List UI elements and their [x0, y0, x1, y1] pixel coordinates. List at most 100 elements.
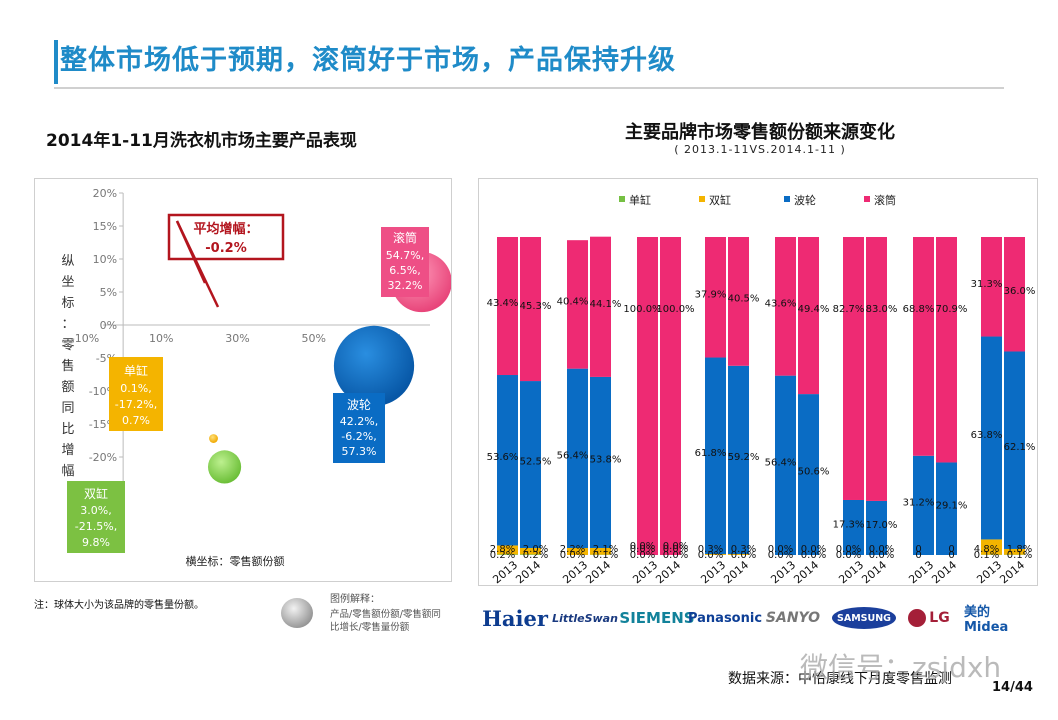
bar-value-label: 0.0% [731, 550, 756, 561]
bar-segment-twin [1004, 548, 1025, 555]
bar-segment-pulsator [1004, 351, 1025, 549]
bar-value-label: 0.0% [836, 550, 861, 561]
label-single: 单缸 0.1%, -17.2%, 0.7% [109, 357, 163, 431]
year-label: 2013 [490, 558, 520, 585]
y-label-char: 幅 [61, 464, 74, 479]
bar-segment-drum [520, 237, 541, 382]
page-number: 14/44 [992, 680, 1033, 695]
average-callout: 平均增幅： -0.2% [167, 213, 285, 308]
label-single-name: 单缸 [124, 363, 148, 378]
bar-segment-drum [981, 237, 1002, 337]
data-source: 数据来源：中怡康线下月度零售监测 [728, 671, 952, 687]
x-tick-label: 50% [302, 332, 326, 345]
legend-swatch [864, 196, 870, 202]
bar-segment-pulsator [705, 357, 726, 555]
bar-segment-twin [981, 539, 1002, 555]
legend-label: 单缸 [629, 193, 651, 207]
bar-value-label: 2.8% [490, 544, 515, 555]
year-label: 2013 [560, 558, 590, 585]
year-label: 2013 [768, 558, 798, 585]
label-drum-line1: 54.7%, [386, 249, 424, 262]
bar-value-label: 43.6% [765, 298, 797, 309]
bubble-chart-panel: 20%15%10%5%0%-5%-10%-15%-20%-25%-30%-10%… [34, 178, 452, 582]
bar-segment-single [497, 554, 518, 555]
y-tick-label: 5% [100, 286, 117, 299]
label-twin-line1: 3.0%, [80, 504, 111, 517]
bar-segment-pulsator [981, 336, 1002, 540]
bar-value-label: 0.0% [663, 544, 688, 555]
bubble-chart-title: 2014年1-11月洗衣机市场主要产品表现 [46, 131, 357, 151]
logo-littleswan: LittleSwan [552, 611, 618, 625]
bar-value-label: 0.1% [1007, 550, 1032, 561]
legend-ball-icon [281, 598, 313, 628]
label-pulsator-line3: 57.3% [342, 445, 377, 458]
year-label: 2014 [929, 558, 959, 585]
bar-value-label: 0.0% [801, 544, 826, 555]
label-twin-name: 双缸 [84, 486, 108, 501]
bar-value-label: 0 [948, 544, 954, 555]
bar-segment-pulsator [520, 381, 541, 549]
bar-segment-pulsator [567, 368, 588, 549]
bar-value-label: 0 [915, 550, 921, 561]
legend-label: 波轮 [794, 193, 816, 207]
year-label: 2013 [836, 558, 866, 585]
bar-value-label: 0.3% [731, 544, 756, 555]
bar-value-label: 0.0% [836, 544, 861, 555]
label-pulsator-line1: 42.2%, [340, 415, 378, 428]
average-value: -0.2% [205, 241, 246, 256]
bar-value-label: 0.0% [663, 541, 688, 552]
bar-segment-pulsator [936, 462, 957, 555]
bar-value-label: 82.7% [833, 304, 865, 315]
y-tick-label: 10% [93, 253, 117, 266]
y-label-char: 坐 [61, 275, 74, 290]
bar-segment-drum [705, 237, 726, 358]
bar-segment-pulsator [497, 375, 518, 546]
logo-lg-text: LG [929, 610, 950, 626]
bar-value-label: 31.3% [971, 279, 1003, 290]
title-divider [54, 87, 1004, 89]
y-label-char: 增 [61, 443, 74, 458]
year-label: 2014 [583, 558, 613, 585]
x-tick-label: -10% [71, 332, 99, 345]
lg-circle-icon [908, 609, 927, 627]
x-tick-label: 10% [149, 332, 173, 345]
bar-value-label: 17.0% [866, 520, 898, 531]
y-label-char: 售 [61, 358, 74, 374]
bar-value-label: 40.5% [728, 293, 760, 304]
bar-segment-drum [660, 237, 681, 555]
bar-value-label: 0.0% [560, 550, 585, 561]
year-label: 2013 [974, 558, 1004, 585]
bar-segment-drum [866, 237, 887, 501]
label-pulsator-name: 波轮 [347, 398, 371, 412]
label-twin-line2: -21.5%, [75, 520, 117, 533]
y-label-char: 纵 [61, 254, 74, 269]
legend-label: 滚筒 [874, 193, 896, 207]
legend-label: 双缸 [709, 193, 731, 207]
bar-value-label: 53.8% [590, 454, 622, 465]
bar-value-label: 0.2% [490, 550, 515, 561]
bar-value-label: 0.0% [768, 544, 793, 555]
y-label-char: ： [61, 317, 74, 332]
bar-segment-drum [936, 237, 957, 463]
title-accent-bar [54, 40, 58, 84]
bar-value-label: 62.1% [1004, 442, 1036, 453]
bar-chart-title: 主要品牌市场零售额份额来源变化 [625, 122, 895, 143]
label-single-line1: 0.1%, [120, 382, 151, 395]
year-label: 2014 [791, 558, 821, 585]
bar-value-label: 17.3% [833, 519, 865, 530]
bar-segment-twin [520, 548, 541, 555]
bar-value-label: 2.0% [523, 544, 548, 555]
bar-value-label: 0 [915, 544, 921, 555]
bubble-twin [207, 450, 242, 484]
bar-segment-drum [913, 237, 934, 456]
bar-value-label: 31.2% [903, 497, 935, 508]
bar-segment-drum [637, 237, 658, 555]
bar-segment-drum [775, 237, 796, 376]
bar-segment-drum [567, 240, 588, 369]
bubble-pulsator [333, 325, 415, 407]
y-tick-label: -20% [89, 451, 117, 464]
y-label-char: 同 [61, 401, 74, 416]
legend-note-body: 产品/零售额份额/零售额同比增长/零售量份额 [330, 609, 441, 633]
bar-value-label: 83.0% [866, 304, 898, 315]
bar-value-label: 29.1% [936, 501, 968, 512]
